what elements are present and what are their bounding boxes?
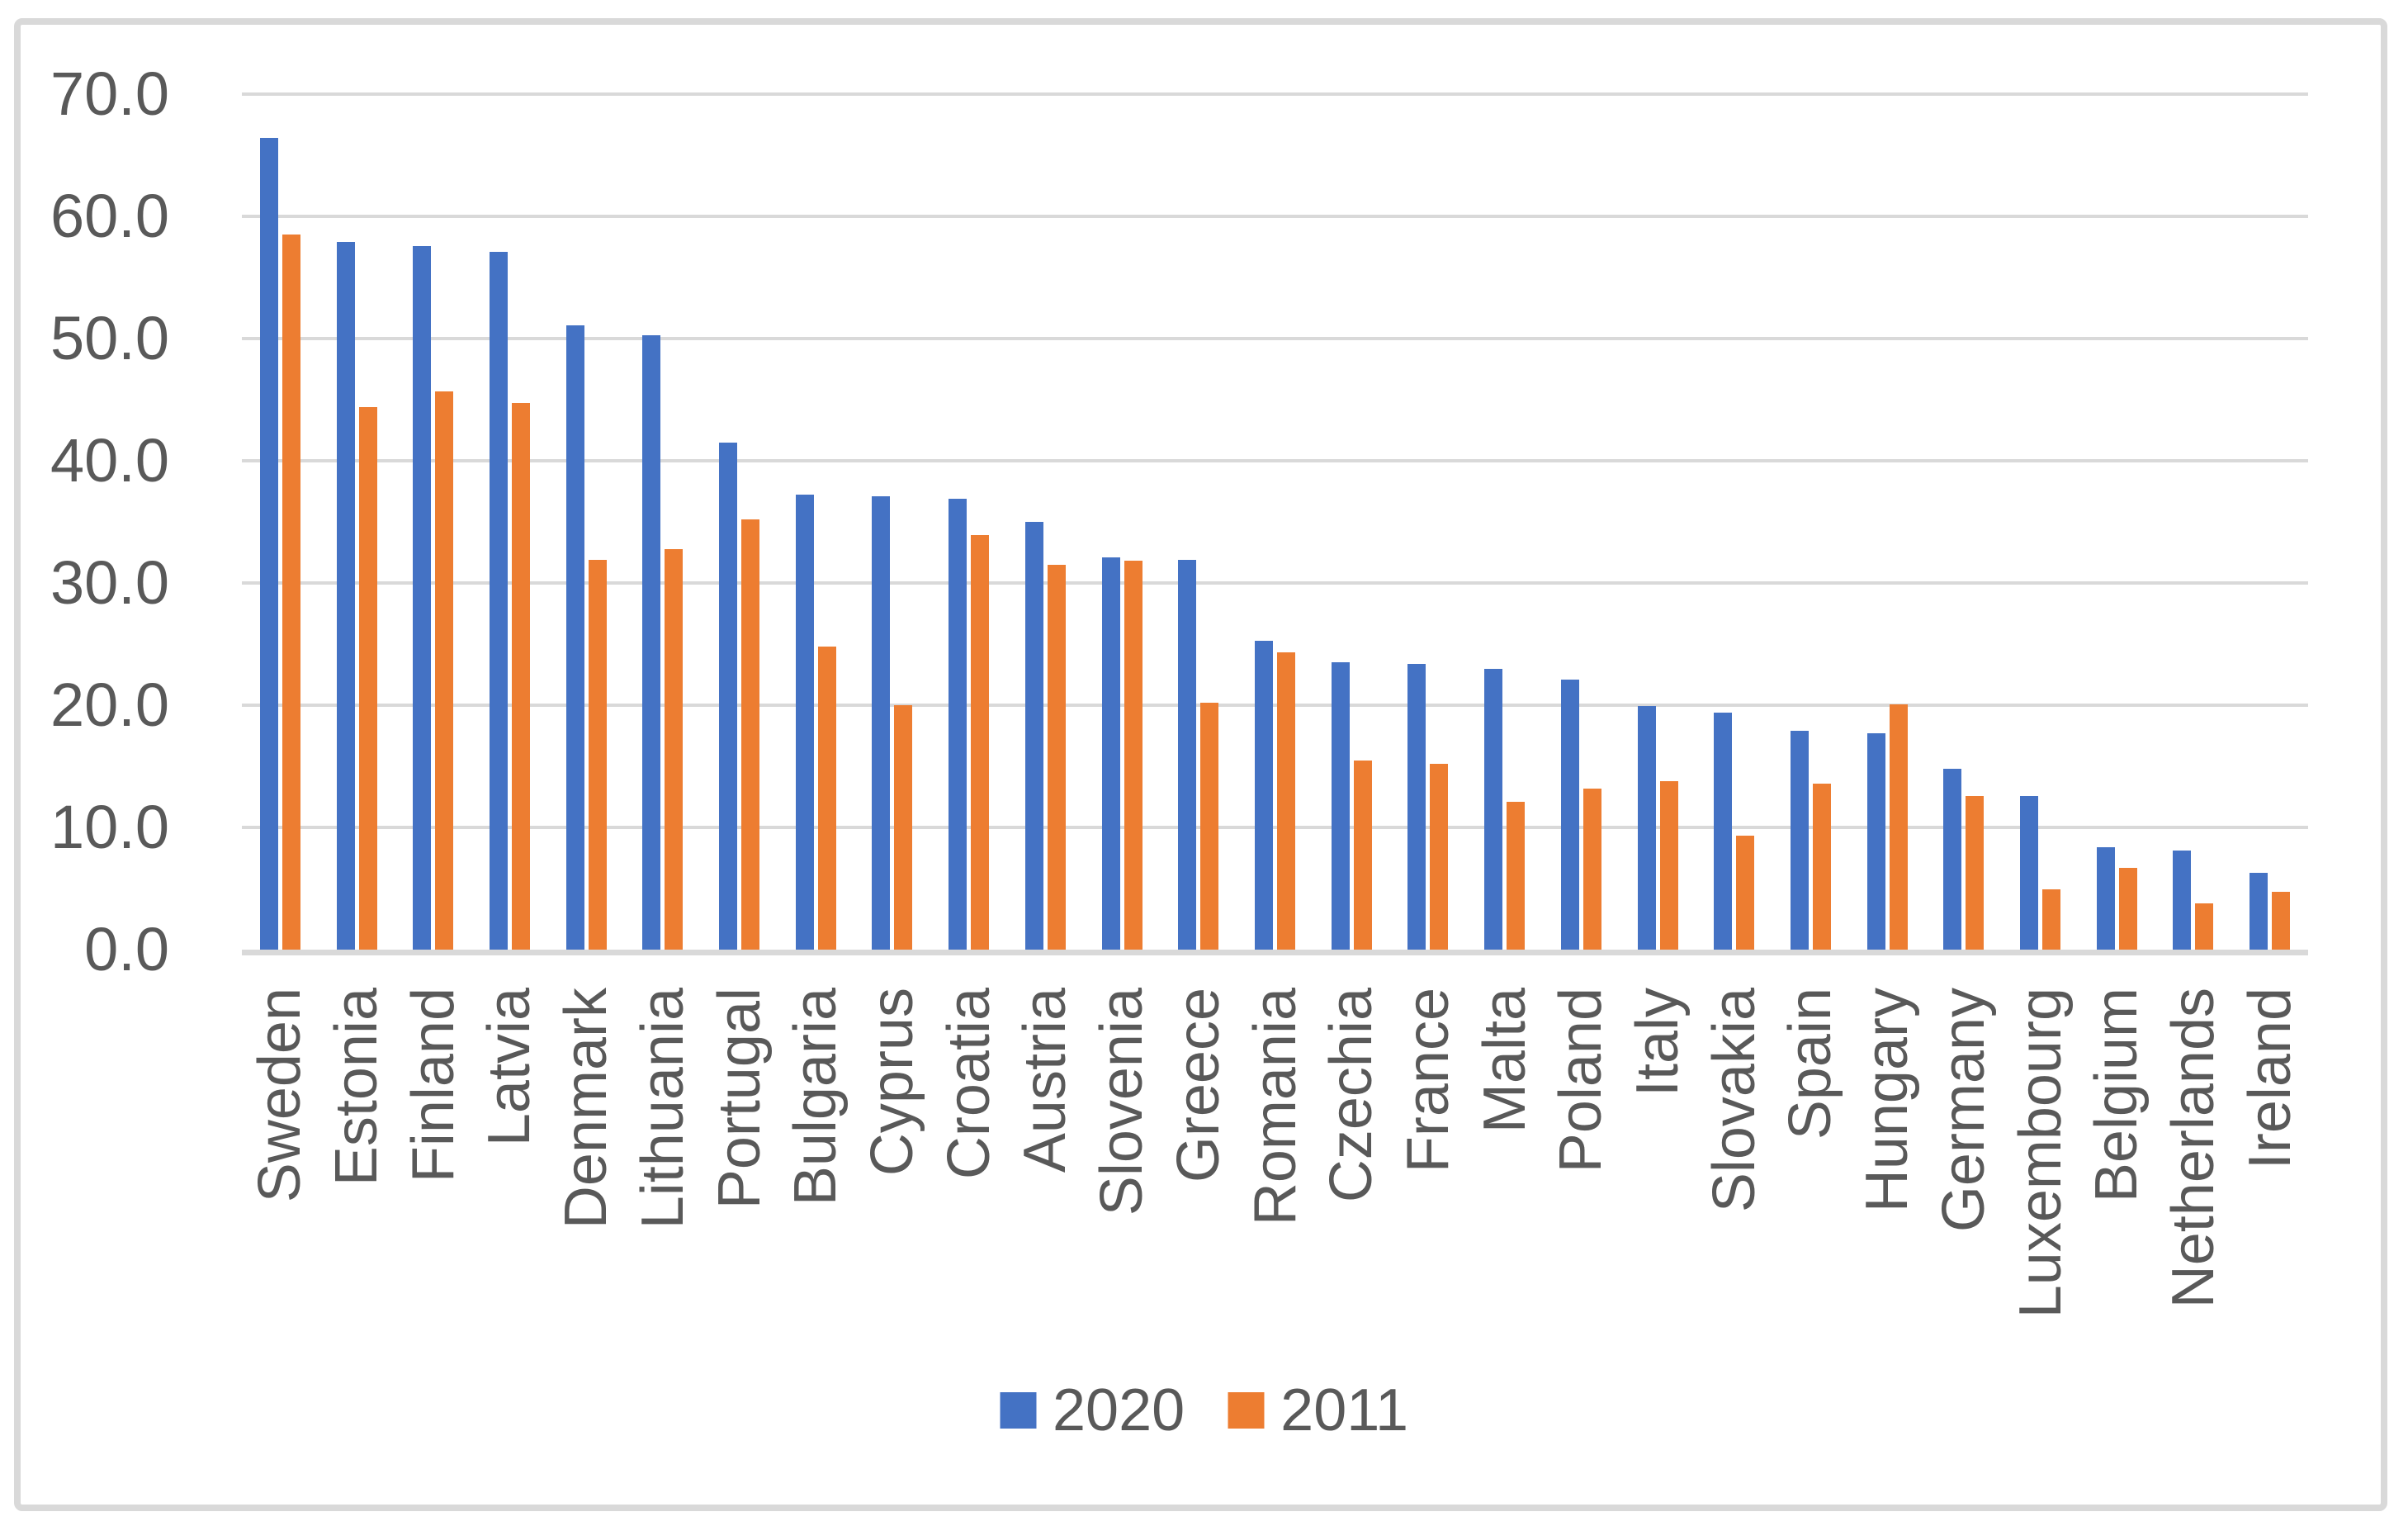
bar-2011-estonia[interactable] xyxy=(359,407,377,950)
gridline-40 xyxy=(242,459,2308,462)
bar-2020-germany[interactable] xyxy=(1943,769,1961,950)
bar-2011-slovenia[interactable] xyxy=(1124,561,1142,950)
y-tick-label-20.0: 20.0 xyxy=(50,671,169,739)
bar-2020-finland[interactable] xyxy=(413,246,431,950)
bar-2020-hungary[interactable] xyxy=(1867,733,1885,950)
bar-2011-ireland[interactable] xyxy=(2272,892,2290,950)
bar-2020-ireland[interactable] xyxy=(2250,873,2268,950)
legend-label-2020: 2020 xyxy=(1053,1377,1185,1443)
gridline-30 xyxy=(242,581,2308,585)
gridline-60 xyxy=(242,215,2308,218)
chart-legend: 2020 2011 xyxy=(1000,1377,1408,1443)
bar-2011-czechia[interactable] xyxy=(1354,761,1372,950)
bar-2020-greece[interactable] xyxy=(1178,560,1196,950)
bar-2011-luxembourg[interactable] xyxy=(2042,889,2060,950)
bar-2011-germany[interactable] xyxy=(1966,796,1984,950)
y-tick-label-40.0: 40.0 xyxy=(50,426,169,495)
bar-2011-finland[interactable] xyxy=(435,391,453,950)
gridline-10 xyxy=(242,826,2308,829)
bar-2011-denmark[interactable] xyxy=(589,560,607,950)
bar-2011-netherlands[interactable] xyxy=(2195,903,2213,950)
bar-2020-cyprus[interactable] xyxy=(872,496,890,950)
bar-2020-spain[interactable] xyxy=(1791,731,1809,950)
bar-2011-cyprus[interactable] xyxy=(894,705,912,950)
gridline-70 xyxy=(242,92,2308,96)
bar-2020-portugal[interactable] xyxy=(719,443,737,950)
bar-2011-bulgaria[interactable] xyxy=(818,647,836,950)
bar-2011-austria[interactable] xyxy=(1048,565,1066,950)
bar-2020-austria[interactable] xyxy=(1025,522,1043,950)
bar-2011-hungary[interactable] xyxy=(1890,704,1908,950)
bar-2011-portugal[interactable] xyxy=(741,519,759,950)
bar-2020-lithuania[interactable] xyxy=(642,335,660,950)
y-tick-label-60.0: 60.0 xyxy=(50,182,169,250)
bar-2011-romania[interactable] xyxy=(1277,652,1295,950)
gridline-20 xyxy=(242,704,2308,707)
bar-2011-belgium[interactable] xyxy=(2119,868,2137,950)
bar-2020-belgium[interactable] xyxy=(2097,847,2115,950)
bar-2020-denmark[interactable] xyxy=(566,325,584,950)
bar-2020-romania[interactable] xyxy=(1255,641,1273,950)
bar-2011-lithuania[interactable] xyxy=(665,549,683,950)
bar-2020-slovakia[interactable] xyxy=(1714,713,1732,950)
bar-2020-malta[interactable] xyxy=(1484,669,1502,950)
bar-2011-poland[interactable] xyxy=(1583,789,1601,950)
y-tick-label-0.0: 0.0 xyxy=(84,915,169,983)
legend-item-2020[interactable]: 2020 xyxy=(1000,1377,1185,1443)
bar-2020-bulgaria[interactable] xyxy=(796,495,814,950)
bar-2020-croatia[interactable] xyxy=(949,499,967,950)
y-tick-label-70.0: 70.0 xyxy=(50,59,169,128)
bar-2020-italy[interactable] xyxy=(1638,706,1656,950)
y-tick-label-50.0: 50.0 xyxy=(50,304,169,372)
y-tick-label-10.0: 10.0 xyxy=(50,793,169,861)
bar-2020-estonia[interactable] xyxy=(337,242,355,950)
bar-2020-sweden[interactable] xyxy=(260,138,278,950)
legend-swatch-2020 xyxy=(1000,1392,1036,1429)
bar-2011-france[interactable] xyxy=(1430,764,1448,950)
bar-2020-slovenia[interactable] xyxy=(1102,557,1120,950)
bar-2011-latvia[interactable] xyxy=(512,403,530,950)
legend-item-2011[interactable]: 2011 xyxy=(1228,1377,1408,1443)
bar-2011-sweden[interactable] xyxy=(282,235,300,950)
bar-2011-slovakia[interactable] xyxy=(1736,836,1754,950)
bar-2011-greece[interactable] xyxy=(1200,703,1218,950)
bar-2020-poland[interactable] xyxy=(1561,680,1579,950)
bar-2020-france[interactable] xyxy=(1407,664,1426,950)
x-axis-line xyxy=(242,950,2308,955)
bar-2020-latvia[interactable] xyxy=(490,252,508,950)
bar-2020-netherlands[interactable] xyxy=(2173,851,2191,950)
gridline-50 xyxy=(242,337,2308,340)
bar-2011-croatia[interactable] xyxy=(971,535,989,950)
bar-2020-czechia[interactable] xyxy=(1332,662,1350,950)
bar-2011-italy[interactable] xyxy=(1660,781,1678,950)
y-tick-label-30.0: 30.0 xyxy=(50,548,169,617)
bar-2011-malta[interactable] xyxy=(1507,802,1525,950)
legend-swatch-2011 xyxy=(1228,1392,1265,1429)
bar-2011-spain[interactable] xyxy=(1813,784,1831,950)
bar-2020-luxembourg[interactable] xyxy=(2020,796,2038,950)
legend-label-2011: 2011 xyxy=(1280,1377,1408,1443)
